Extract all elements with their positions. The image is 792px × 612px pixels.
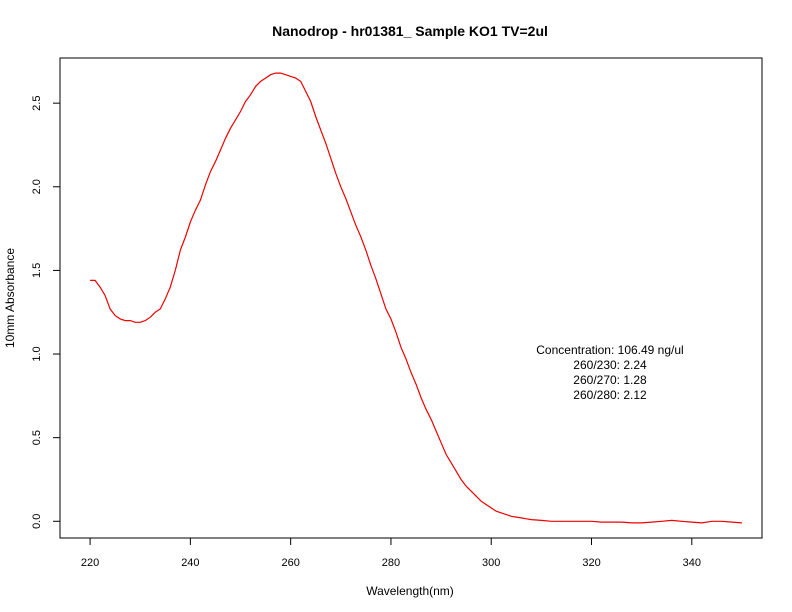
x-tick-label: 220	[81, 557, 99, 569]
annotation-260-230: 260/230: 2.24	[573, 358, 647, 372]
y-tick-label: 0.5	[31, 430, 43, 445]
y-tick-label: 2.5	[31, 96, 43, 111]
x-tick-label: 280	[382, 557, 400, 569]
annotation-260-270: 260/270: 1.28	[573, 373, 647, 387]
chart-title: Nanodrop - hr01381_ Sample KO1 TV=2ul	[272, 23, 548, 39]
x-axis: 220 240 260 280 300 320 340	[81, 537, 701, 569]
x-tick-label: 320	[582, 557, 600, 569]
annotation-concentration: Concentration: 106.49 ng/ul	[536, 343, 683, 357]
y-tick-label: 1.5	[31, 263, 43, 278]
x-tick-label: 340	[683, 557, 701, 569]
y-tick-label: 1.0	[31, 346, 43, 361]
x-axis-label: Wavelength(nm)	[366, 584, 454, 598]
x-tick-label: 300	[482, 557, 500, 569]
x-tick-label: 260	[281, 557, 299, 569]
absorbance-series-line	[90, 72, 742, 524]
y-tick-label: 2.0	[31, 179, 43, 194]
x-tick-label: 240	[181, 557, 199, 569]
y-axis-label: 10mm Absorbance	[3, 248, 17, 348]
annotation-block: Concentration: 106.49 ng/ul 260/230: 2.2…	[536, 343, 683, 402]
y-tick-label: 0.0	[31, 514, 43, 529]
annotation-260-280: 260/280: 2.12	[573, 388, 647, 402]
y-axis: 0.0 0.5 1.0 1.5 2.0 2.5	[31, 96, 61, 529]
